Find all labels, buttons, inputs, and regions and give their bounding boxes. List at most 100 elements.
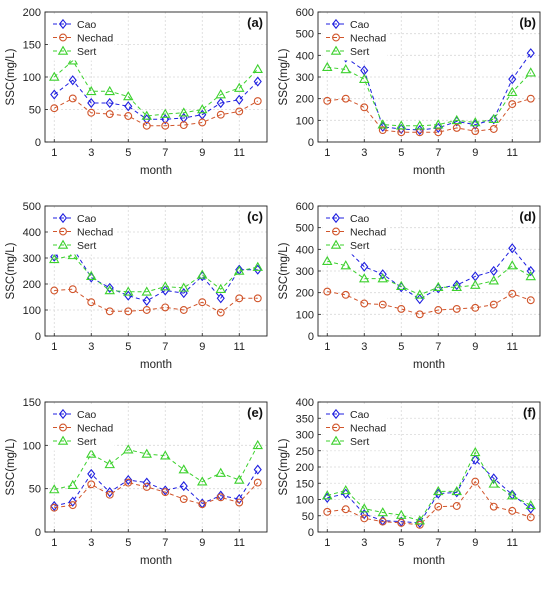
data-point-cao [142,114,151,125]
y-tick-label: 0 [308,527,314,539]
y-tick-label: 100 [296,495,314,507]
data-point-sert [141,110,152,120]
data-point-sert [160,450,171,460]
data-point-nechad [179,306,188,314]
data-point-sert [396,280,407,290]
data-point-sert [396,120,407,130]
series-line-cao [54,246,258,302]
data-point-sert [359,503,370,513]
y-tick-label: 200 [23,7,41,19]
legend-label-nechad: Nechad [350,422,386,434]
y-tick-label: 500 [23,201,41,213]
data-point-cao [323,492,332,503]
data-point-nechad [68,501,77,510]
plot-frame [44,401,268,533]
y-tick-label: 50 [29,105,41,117]
data-point-sert [104,285,115,295]
data-point-cao [452,280,461,291]
data-point-sert [470,279,481,289]
legend-label-cao: Cao [350,213,369,225]
x-tick-label: 11 [234,537,245,549]
data-point-nechad [216,308,225,317]
data-point-nechad [471,303,480,312]
legend-marker-nechad [59,33,67,42]
data-point-sert [86,448,97,458]
panel-label: (c) [247,209,263,224]
data-point-cao [124,474,133,486]
legend-label-cao: Cao [77,213,96,225]
chart-panel-6: 1 3 5 7 9 11 0 50 100 150 200 250 300 350 400 month SSC(… [278,397,541,567]
legend-marker-sert [330,435,342,445]
legend-marker-nechad [332,33,340,42]
x-tick-label: 5 [125,537,131,549]
data-point-nechad [235,107,244,116]
y-tick-label: 300 [296,72,314,84]
data-point-nechad [378,126,387,135]
y-tick-label: 200 [296,462,314,474]
data-point-sert [234,82,245,92]
x-tick-label: 5 [125,341,131,353]
data-point-sert [507,490,518,500]
x-tick-label: 9 [472,537,478,549]
legend-marker-cao [58,408,68,420]
x-axis-label: month [140,555,172,567]
data-point-nechad [434,306,443,314]
data-point-sert [488,478,499,488]
y-axis-label: SSC(mg/L) [278,242,290,299]
data-point-nechad [360,299,369,308]
x-tick-label: 3 [88,147,94,159]
panel-label: (e) [247,405,263,420]
x-tick-label: 5 [398,341,404,353]
data-point-nechad [526,296,535,305]
data-point-nechad [87,108,96,117]
x-tick-label: 3 [361,537,367,549]
data-point-nechad [360,514,369,523]
data-point-sert [178,282,189,292]
series-line-cao [327,240,532,300]
series-line-cao [53,79,259,120]
data-point-sert [340,64,351,74]
y-tick-label: 400 [23,227,41,239]
x-tick-label: 1 [51,341,57,353]
data-point-sert [104,85,115,96]
data-point-nechad [105,110,114,119]
data-point-cao [526,265,535,277]
series-line-sert [327,66,532,127]
data-point-nechad [489,502,498,511]
data-point-sert [377,119,388,129]
data-point-nechad [216,110,225,119]
data-point-sert [322,490,333,500]
legend-marker-sert [330,239,342,249]
y-tick-label: 0 [35,331,41,343]
data-point-sert [67,249,78,260]
data-point-nechad [161,488,170,497]
legend-marker-sert [57,45,69,55]
y-tick-label: 0 [35,137,41,149]
data-point-nechad [508,100,517,109]
data-point-nechad [323,507,332,516]
data-point-sert [178,464,189,474]
data-point-sert [451,485,462,496]
data-point-nechad [198,118,207,127]
data-point-nechad [471,477,480,486]
x-tick-label: 7 [435,341,441,353]
x-axis-label: month [413,555,445,567]
data-point-sert [470,117,481,127]
legend-marker-sert [57,239,69,249]
y-tick-label: 400 [296,50,314,62]
series-line-sert [53,59,259,117]
data-point-cao [87,468,96,480]
data-point-sert [507,86,518,96]
data-point-sert [67,479,78,489]
data-point-nechad [360,103,369,112]
y-tick-label: 200 [23,279,41,291]
data-point-nechad [124,478,133,487]
y-tick-label: 100 [23,72,41,84]
data-point-cao [415,517,424,528]
y-tick-label: 400 [296,244,314,256]
